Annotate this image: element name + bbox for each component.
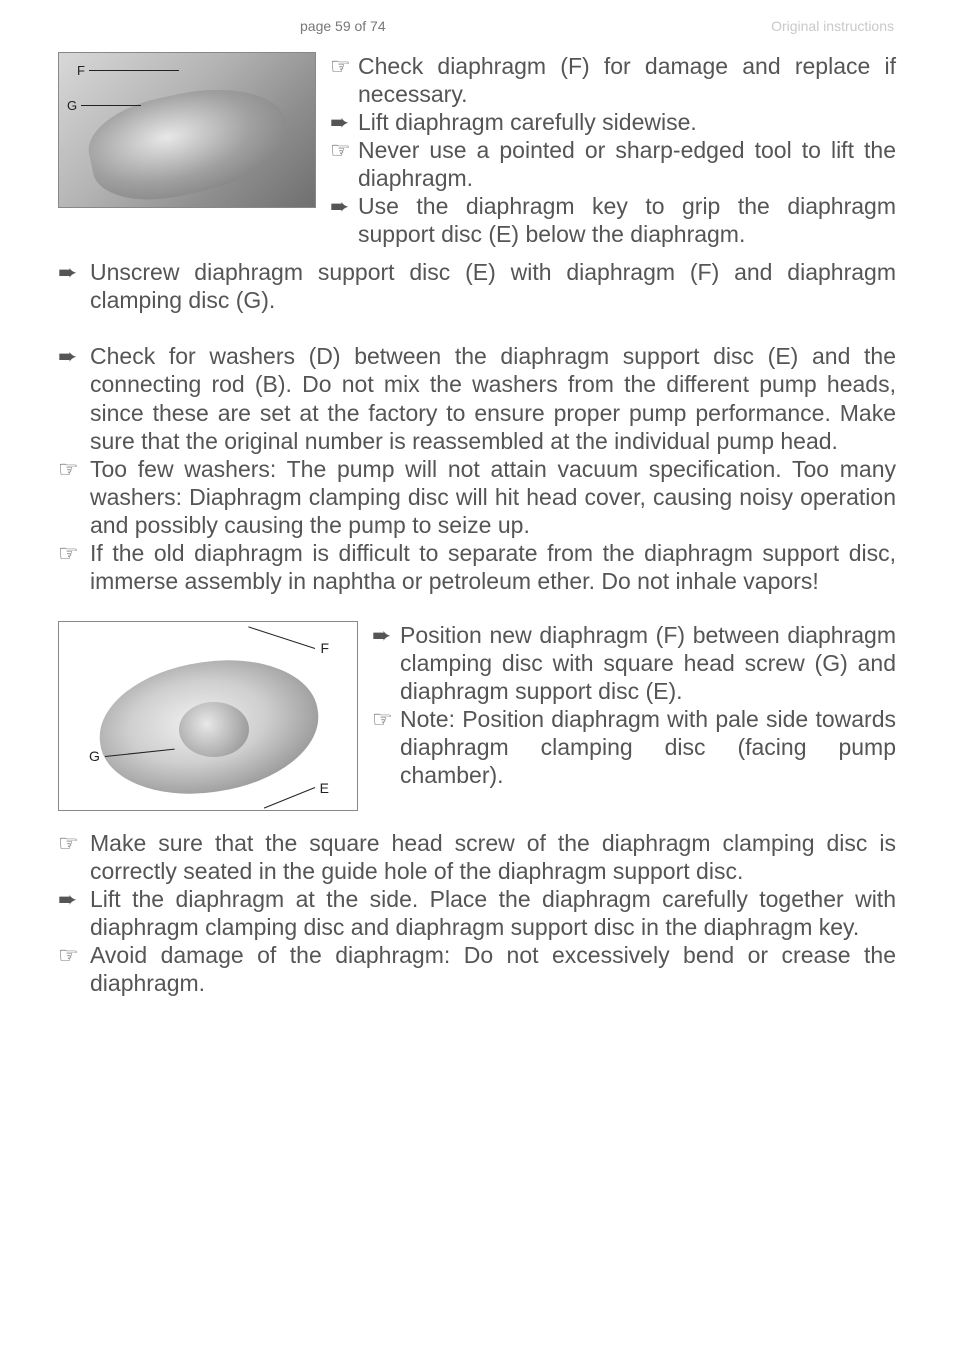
note-icon: ☞ [58, 455, 90, 539]
page-number: page 59 of 74 [300, 18, 386, 34]
figure2-hub [179, 702, 249, 757]
arrow-icon: ➨ [330, 192, 358, 248]
figure2-label-e: E [320, 780, 329, 796]
figure2-label-f: F [320, 640, 329, 656]
note-icon: ☞ [330, 52, 358, 108]
list-item: ☞Avoid damage of the diaphragm: Do not e… [58, 941, 896, 997]
figure1-label-g: G [67, 98, 77, 113]
page-header: page 59 of 74 Original instructions [0, 0, 954, 40]
list-text: Use the diaphragm key to grip the diaphr… [358, 192, 896, 248]
list-text: Lift diaphragm carefully sidewise. [358, 108, 896, 136]
list-text: Check diaphragm (F) for damage and re­pl… [358, 52, 896, 108]
list-item: ➨Unscrew diaphragm support disc (E) with… [58, 258, 896, 314]
mid-block: F G E ➨Position new diaphragm (F) betwee… [58, 621, 896, 811]
page-content: F G ☞Check diaphragm (F) for damage and … [0, 40, 954, 997]
bottom-list: ☞Make sure that the square head screw of… [58, 829, 896, 997]
figure1-label-f: F [77, 63, 85, 78]
arrow-icon: ➨ [372, 621, 400, 705]
list-text: Too few washers: The pump will not attai… [90, 455, 896, 539]
list-text: Note: Position diaphragm with pale side … [400, 705, 896, 789]
note-icon: ☞ [58, 941, 90, 997]
list-item: ➨Lift the diaphragm at the side. Place t… [58, 885, 896, 941]
arrow-icon: ➨ [58, 885, 90, 941]
list-item: ☞If the old diaphragm is difficult to se… [58, 539, 896, 595]
note-icon: ☞ [372, 705, 400, 789]
list-text: Avoid damage of the diaphragm: Do not ex… [90, 941, 896, 997]
top-block: F G ☞Check diaphragm (F) for damage and … [58, 52, 896, 248]
arrow-icon: ➨ [58, 258, 90, 314]
list-item: ☞Note: Position diaphragm with pale side… [372, 705, 896, 789]
arrow-icon: ➨ [330, 108, 358, 136]
list-item: ➨Lift diaphragm carefully sidewise. [330, 108, 896, 136]
doc-label: Original instructions [771, 18, 894, 34]
figure-diaphragm-1: F G [58, 52, 316, 208]
list-text: Unscrew diaphragm support disc (E) with … [90, 258, 896, 314]
list-text: If the old diaphragm is difficult to sep… [90, 539, 896, 595]
figure-diaphragm-2: F G E [58, 621, 358, 811]
note-icon: ☞ [330, 136, 358, 192]
list-item: ➨Check for washers (D) between the diaph… [58, 342, 896, 454]
note-icon: ☞ [58, 829, 90, 885]
after-top-list: ➨Unscrew diaphragm support disc (E) with… [58, 258, 896, 314]
mid-right-list: ➨Position new diaphragm (F) between dia­… [372, 621, 896, 811]
top-list: ☞Check diaphragm (F) for damage and re­p… [330, 52, 896, 248]
list-text: Make sure that the square head screw of … [90, 829, 896, 885]
list-text: Check for washers (D) between the diaphr… [90, 342, 896, 454]
list-text: Lift the diaphragm at the side. Place th… [90, 885, 896, 941]
list-item: ☞Make sure that the square head screw of… [58, 829, 896, 885]
list-text: Position new diaphragm (F) between dia­p… [400, 621, 896, 705]
note-icon: ☞ [58, 539, 90, 595]
list-item: ☞Check diaphragm (F) for damage and re­p… [330, 52, 896, 108]
arrow-icon: ➨ [58, 342, 90, 454]
list-item: ☞Too few washers: The pump will not atta… [58, 455, 896, 539]
list-item: ☞Never use a pointed or sharp-edged tool… [330, 136, 896, 192]
list-text: Never use a pointed or sharp-edged tool … [358, 136, 896, 192]
figure2-label-g: G [89, 748, 100, 764]
middle-list: ➨Check for washers (D) between the diaph… [58, 342, 896, 594]
list-item: ➨Use the diaphragm key to grip the diaph… [330, 192, 896, 248]
list-item: ➨Position new diaphragm (F) between dia­… [372, 621, 896, 705]
